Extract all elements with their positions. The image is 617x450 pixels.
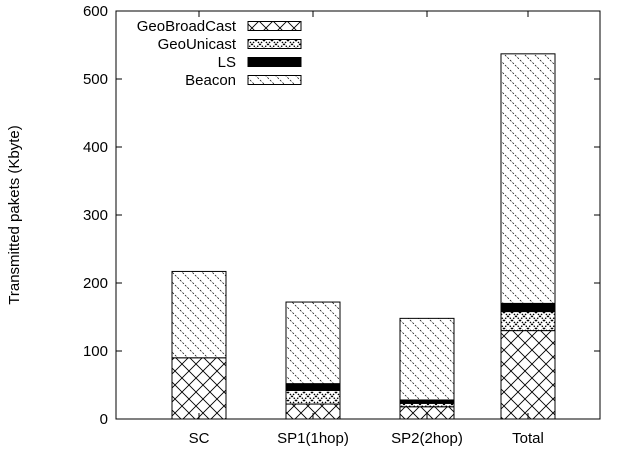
legend-swatch bbox=[247, 75, 302, 85]
x-category-label: SC bbox=[189, 430, 210, 447]
bar-segment-beacon bbox=[171, 270, 227, 359]
bars bbox=[171, 53, 556, 420]
y-tick-label: 500 bbox=[83, 71, 108, 88]
legend-label: GeoBroadCast bbox=[137, 18, 237, 35]
x-category-label: Total bbox=[512, 430, 544, 447]
bar-segment-geounicast bbox=[285, 389, 341, 405]
y-axis-ticks: 0 100 200 300 400 500 600 bbox=[83, 3, 600, 428]
y-tick-label: 0 bbox=[100, 411, 108, 428]
y-tick-label: 400 bbox=[83, 139, 108, 156]
bar-segment-ls bbox=[399, 399, 455, 404]
y-tick-label: 200 bbox=[83, 275, 108, 292]
bar-segment-ls bbox=[500, 302, 556, 313]
legend-label: LS bbox=[218, 54, 236, 71]
y-axis-label: Transmitted pakets (Kbyte) bbox=[6, 125, 23, 305]
x-category-label: SP2(2hop) bbox=[391, 430, 463, 447]
y-tick-label: 300 bbox=[83, 207, 108, 224]
y-tick-label: 600 bbox=[83, 3, 108, 20]
bar-segment-geounicast bbox=[399, 402, 455, 408]
legend-swatch bbox=[247, 21, 302, 31]
legend-label: GeoUnicast bbox=[158, 36, 237, 53]
bar-segment-geounicast bbox=[500, 311, 556, 332]
bar-segment-geobroadcast bbox=[171, 357, 227, 420]
legend-swatch bbox=[247, 39, 302, 49]
x-category-label: SP1(1hop) bbox=[277, 430, 349, 447]
legend-swatch bbox=[247, 57, 302, 67]
y-tick-label: 100 bbox=[83, 343, 108, 360]
bar-segment-beacon bbox=[500, 53, 556, 304]
bar-segment-beacon bbox=[285, 301, 341, 385]
bar-segment-ls bbox=[285, 383, 341, 391]
legend-label: Beacon bbox=[185, 72, 236, 89]
bar-segment-beacon bbox=[399, 317, 455, 401]
x-axis-labels: SC SP1(1hop) SP2(2hop) Total bbox=[189, 11, 544, 447]
bar-segment-geobroadcast bbox=[500, 330, 556, 420]
